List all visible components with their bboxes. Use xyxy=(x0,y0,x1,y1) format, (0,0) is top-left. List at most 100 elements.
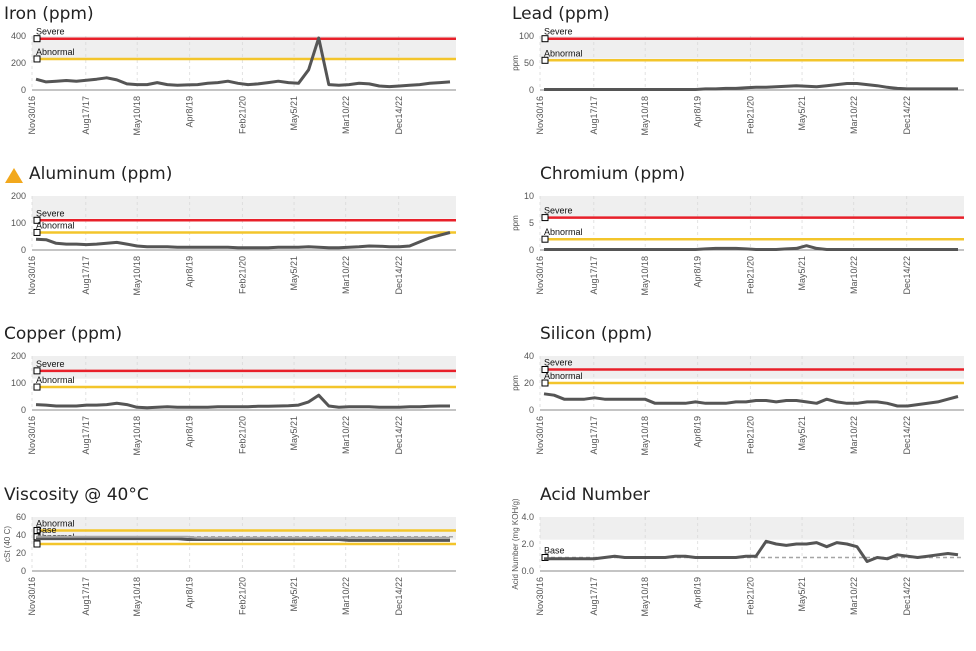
y-tick-label: 0 xyxy=(21,405,26,415)
y-axis-label: Acid Number (mg KOH/g) xyxy=(511,498,520,589)
y-tick-label: 0 xyxy=(21,85,26,95)
plot-band xyxy=(540,356,964,379)
x-tick-label: Aug17/17 xyxy=(589,416,599,455)
chart-panel-acid-number: Acid Number 0.0 2.0 4.0 Acid Number (mg KOH… xyxy=(511,485,972,635)
x-tick-label: Feb21/20 xyxy=(745,256,755,294)
y-tick-label: 5 xyxy=(529,218,534,228)
x-tick-label: Apr8/19 xyxy=(693,96,703,128)
x-tick-label: Mar10/22 xyxy=(341,577,351,615)
x-tick-label: Nov30/16 xyxy=(27,416,37,455)
chart-title: Acid Number xyxy=(540,485,650,505)
x-tick-label: Mar10/22 xyxy=(849,256,859,294)
x-tick-label: Aug17/17 xyxy=(589,256,599,295)
x-tick-label: Feb21/20 xyxy=(237,96,247,134)
chart-panel-silicon: Silicon (ppm) 0 20 40 ppm Severe Abnormal Nov3… xyxy=(511,324,972,474)
x-tick-label: Feb21/20 xyxy=(745,577,755,615)
x-tick-label: Aug17/17 xyxy=(81,577,91,616)
chart-title: Aluminum (ppm) xyxy=(29,164,173,184)
x-tick-label: Apr8/19 xyxy=(693,577,703,609)
x-tick-label: Aug17/17 xyxy=(81,416,91,455)
x-tick-label: Dec14/22 xyxy=(902,416,912,455)
y-tick-label: 0.0 xyxy=(521,566,534,576)
x-tick-label: May10/18 xyxy=(640,577,650,617)
chart-title: Chromium (ppm) xyxy=(540,164,686,184)
limit-marker xyxy=(541,366,549,373)
x-tick-label: Nov30/16 xyxy=(535,96,545,135)
y-tick-label: 50 xyxy=(524,58,534,68)
x-tick-label: Dec14/22 xyxy=(394,256,404,295)
limit-marker xyxy=(33,35,41,43)
chart-svg: 0 20 40 ppm Severe Abnormal Nov30/16 Aug17/17 Ma… xyxy=(511,351,964,456)
x-tick-label: Aug17/17 xyxy=(589,96,599,135)
y-axis-label: ppm xyxy=(511,375,520,391)
limit-label: Abnormal xyxy=(36,47,75,57)
limit-label: Abnormal xyxy=(36,519,75,529)
limit-marker xyxy=(541,56,549,64)
x-tick-label: May5/21 xyxy=(289,256,299,291)
x-tick-label: Dec14/22 xyxy=(394,96,404,135)
x-tick-label: May5/21 xyxy=(289,577,299,612)
data-series-line xyxy=(544,539,959,563)
limit-marker xyxy=(33,367,41,375)
plot-band xyxy=(32,196,456,219)
limit-label: Abnormal xyxy=(544,227,583,237)
x-tick-label: May10/18 xyxy=(640,96,650,136)
y-tick-label: 40 xyxy=(16,530,26,540)
limit-marker xyxy=(541,214,549,222)
y-tick-label: 0 xyxy=(529,245,534,255)
x-tick-label: Apr8/19 xyxy=(693,256,703,288)
y-tick-label: 20 xyxy=(524,378,534,388)
limit-label: Abnormal xyxy=(36,220,75,230)
chart-svg: 0 5 10 ppm Severe Abnormal Nov30/16 Aug17/17 May… xyxy=(511,191,964,296)
x-tick-label: Aug17/17 xyxy=(81,256,91,295)
limit-label: Abnormal xyxy=(544,371,583,381)
chart-panel-aluminum: Aluminum (ppm) 0 100 200 Severe Abnormal Nov3… xyxy=(4,164,464,314)
y-tick-label: 100 xyxy=(11,378,26,388)
y-tick-label: 2.0 xyxy=(521,539,534,549)
x-tick-label: May10/18 xyxy=(132,577,142,617)
x-tick-label: Mar10/22 xyxy=(341,96,351,134)
y-tick-label: 400 xyxy=(11,31,26,41)
data-series-line xyxy=(543,392,959,408)
x-tick-label: Aug17/17 xyxy=(589,577,599,616)
x-tick-label: Apr8/19 xyxy=(185,577,195,609)
x-tick-label: Dec14/22 xyxy=(394,416,404,455)
x-tick-label: Feb21/20 xyxy=(745,96,755,134)
y-tick-label: 200 xyxy=(11,58,26,68)
data-series-line xyxy=(35,231,451,250)
x-tick-label: Nov30/16 xyxy=(27,577,37,616)
limit-marker xyxy=(541,379,549,387)
x-tick-label: Mar10/22 xyxy=(341,256,351,294)
chart-panel-iron: Iron (ppm) 0 200 400 Severe Abnormal Nov30/16… xyxy=(4,4,464,154)
y-tick-label: 0 xyxy=(529,85,534,95)
x-tick-label: Nov30/16 xyxy=(27,96,37,135)
limit-marker xyxy=(33,383,41,391)
x-tick-label: Feb21/20 xyxy=(745,416,755,454)
chart-title: Silicon (ppm) xyxy=(540,324,653,344)
limit-label: Severe xyxy=(36,359,65,369)
chart-panel-copper: Copper (ppm) 0 100 200 Severe Abnormal Nov30/… xyxy=(4,324,464,474)
limit-label: Severe xyxy=(544,27,573,37)
limit-marker xyxy=(33,55,41,63)
x-tick-label: May5/21 xyxy=(797,577,807,612)
y-tick-label: 40 xyxy=(524,351,534,361)
x-tick-label: Apr8/19 xyxy=(693,416,703,448)
x-tick-label: May5/21 xyxy=(797,256,807,291)
limit-label: Abnormal xyxy=(36,375,75,385)
y-tick-label: 200 xyxy=(11,191,26,201)
limit-label: Abnormal xyxy=(544,48,583,58)
x-tick-label: Nov30/16 xyxy=(535,577,545,616)
warning-triangle-icon xyxy=(5,168,23,183)
y-axis-label: cSt (40 C) xyxy=(3,526,12,562)
y-axis-label: ppm xyxy=(511,215,520,231)
plot-band xyxy=(32,356,456,379)
y-tick-label: 0 xyxy=(21,245,26,255)
chart-title: Iron (ppm) xyxy=(4,4,94,24)
x-tick-label: May5/21 xyxy=(797,96,807,131)
chart-svg: 0 100 200 Severe Abnormal Nov30/16 Aug17/17 May… xyxy=(11,191,456,296)
y-tick-label: 100 xyxy=(519,31,534,41)
chart-title: Lead (ppm) xyxy=(512,4,610,24)
chart-panel-lead: Lead (ppm) 0 50 100 ppm Severe Abnormal Nov30/… xyxy=(511,4,972,154)
y-tick-label: 20 xyxy=(16,548,26,558)
limit-marker xyxy=(33,216,41,224)
